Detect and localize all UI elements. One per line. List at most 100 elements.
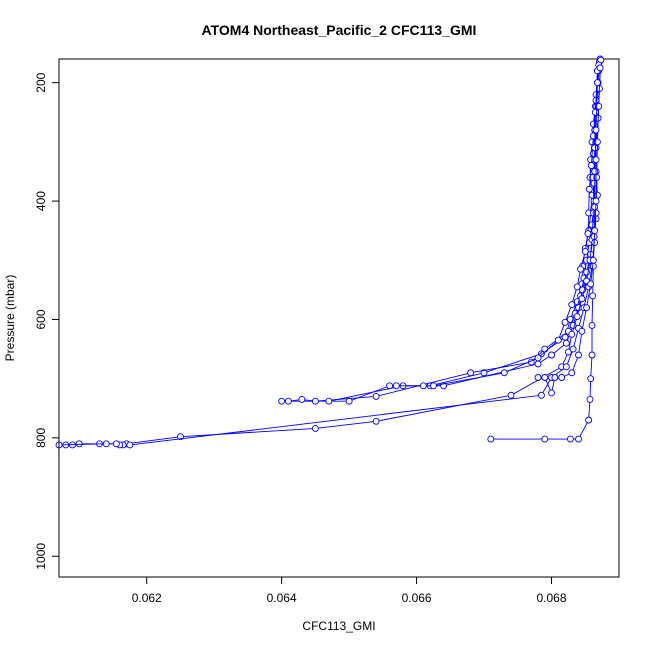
series-line bbox=[288, 61, 600, 402]
data-point bbox=[325, 397, 333, 405]
data-point bbox=[581, 247, 589, 255]
data-point bbox=[112, 440, 120, 448]
y-axis: 200 400 600 800 1000 bbox=[34, 72, 60, 570]
data-point bbox=[541, 435, 549, 443]
data-point bbox=[558, 374, 566, 381]
data-point bbox=[372, 392, 380, 400]
data-point bbox=[583, 304, 591, 312]
data-point bbox=[278, 397, 286, 405]
series-line bbox=[328, 60, 602, 402]
data-point bbox=[562, 339, 570, 347]
series-line bbox=[281, 58, 601, 402]
series-5 bbox=[62, 67, 601, 449]
data-point bbox=[480, 369, 488, 377]
y-axis-label: Pressure (mbar) bbox=[3, 275, 17, 362]
data-point bbox=[568, 369, 576, 377]
data-point bbox=[500, 369, 508, 377]
data-point bbox=[298, 395, 306, 403]
data-point bbox=[507, 391, 515, 399]
data-point bbox=[577, 265, 584, 273]
data-point bbox=[554, 336, 562, 344]
x-axis-label: CFC113_GMI bbox=[302, 619, 375, 633]
y-tick-label: 400 bbox=[34, 191, 48, 211]
data-point bbox=[561, 318, 569, 326]
data-point bbox=[585, 416, 593, 424]
data-point bbox=[573, 283, 581, 291]
data-point bbox=[591, 108, 599, 116]
series-6 bbox=[55, 64, 604, 449]
series-3 bbox=[325, 56, 605, 405]
data-point bbox=[541, 374, 549, 381]
data-point bbox=[548, 389, 555, 397]
data-point bbox=[541, 345, 549, 353]
data-point bbox=[534, 374, 542, 381]
data-point bbox=[596, 64, 604, 72]
x-axis: 0.062 0.064 0.066 0.068 bbox=[132, 576, 567, 605]
series-layer bbox=[55, 55, 605, 449]
plot-area-border bbox=[58, 58, 620, 578]
data-point bbox=[569, 345, 577, 353]
data-point bbox=[534, 360, 542, 368]
data-point bbox=[589, 256, 597, 264]
data-point bbox=[467, 369, 475, 377]
data-point bbox=[573, 313, 581, 320]
series-7 bbox=[487, 79, 601, 443]
series-line bbox=[58, 67, 601, 446]
series-line bbox=[396, 64, 600, 387]
data-point bbox=[176, 433, 184, 441]
series-8 bbox=[534, 156, 600, 397]
data-point bbox=[372, 417, 380, 425]
data-point bbox=[588, 351, 596, 359]
data-point bbox=[587, 375, 595, 383]
data-point bbox=[592, 126, 600, 134]
data-point bbox=[592, 156, 600, 164]
data-point bbox=[284, 397, 292, 405]
y-tick-label: 800 bbox=[34, 428, 48, 448]
data-point bbox=[537, 391, 545, 399]
data-point bbox=[568, 330, 576, 338]
data-point bbox=[585, 185, 593, 193]
data-point bbox=[392, 382, 400, 390]
x-tick-label: 0.066 bbox=[402, 591, 432, 605]
data-point bbox=[419, 382, 427, 390]
data-point bbox=[575, 435, 582, 443]
data-point bbox=[551, 374, 559, 381]
data-point bbox=[75, 440, 83, 448]
data-point bbox=[311, 397, 319, 405]
data-point bbox=[593, 173, 601, 181]
data-point bbox=[578, 295, 586, 303]
y-tick-label: 1000 bbox=[34, 543, 48, 570]
data-point bbox=[311, 424, 319, 432]
x-tick-label: 0.068 bbox=[537, 591, 567, 605]
series-1 bbox=[278, 55, 604, 405]
data-point bbox=[430, 382, 437, 390]
y-tick-label: 600 bbox=[34, 309, 48, 329]
data-point bbox=[566, 435, 574, 443]
data-point bbox=[592, 197, 600, 205]
data-point bbox=[126, 441, 134, 449]
data-point bbox=[578, 327, 586, 335]
data-point bbox=[586, 395, 594, 403]
data-point bbox=[584, 230, 592, 238]
data-point bbox=[534, 354, 542, 362]
data-point bbox=[591, 227, 599, 235]
y-tick-label: 200 bbox=[34, 72, 48, 92]
data-point bbox=[562, 363, 570, 371]
data-point bbox=[575, 351, 582, 359]
data-point bbox=[548, 351, 555, 359]
data-point bbox=[587, 280, 595, 288]
x-tick-label: 0.064 bbox=[267, 591, 297, 605]
data-point bbox=[102, 440, 110, 448]
data-point bbox=[588, 321, 596, 329]
data-point bbox=[589, 292, 597, 300]
data-point bbox=[591, 203, 599, 211]
data-point bbox=[487, 435, 495, 443]
data-point bbox=[587, 162, 595, 170]
x-tick-label: 0.062 bbox=[132, 591, 162, 605]
data-point bbox=[595, 102, 603, 110]
data-point bbox=[593, 191, 601, 199]
series-line bbox=[490, 82, 598, 440]
data-point bbox=[593, 79, 601, 87]
series-line bbox=[65, 70, 598, 446]
